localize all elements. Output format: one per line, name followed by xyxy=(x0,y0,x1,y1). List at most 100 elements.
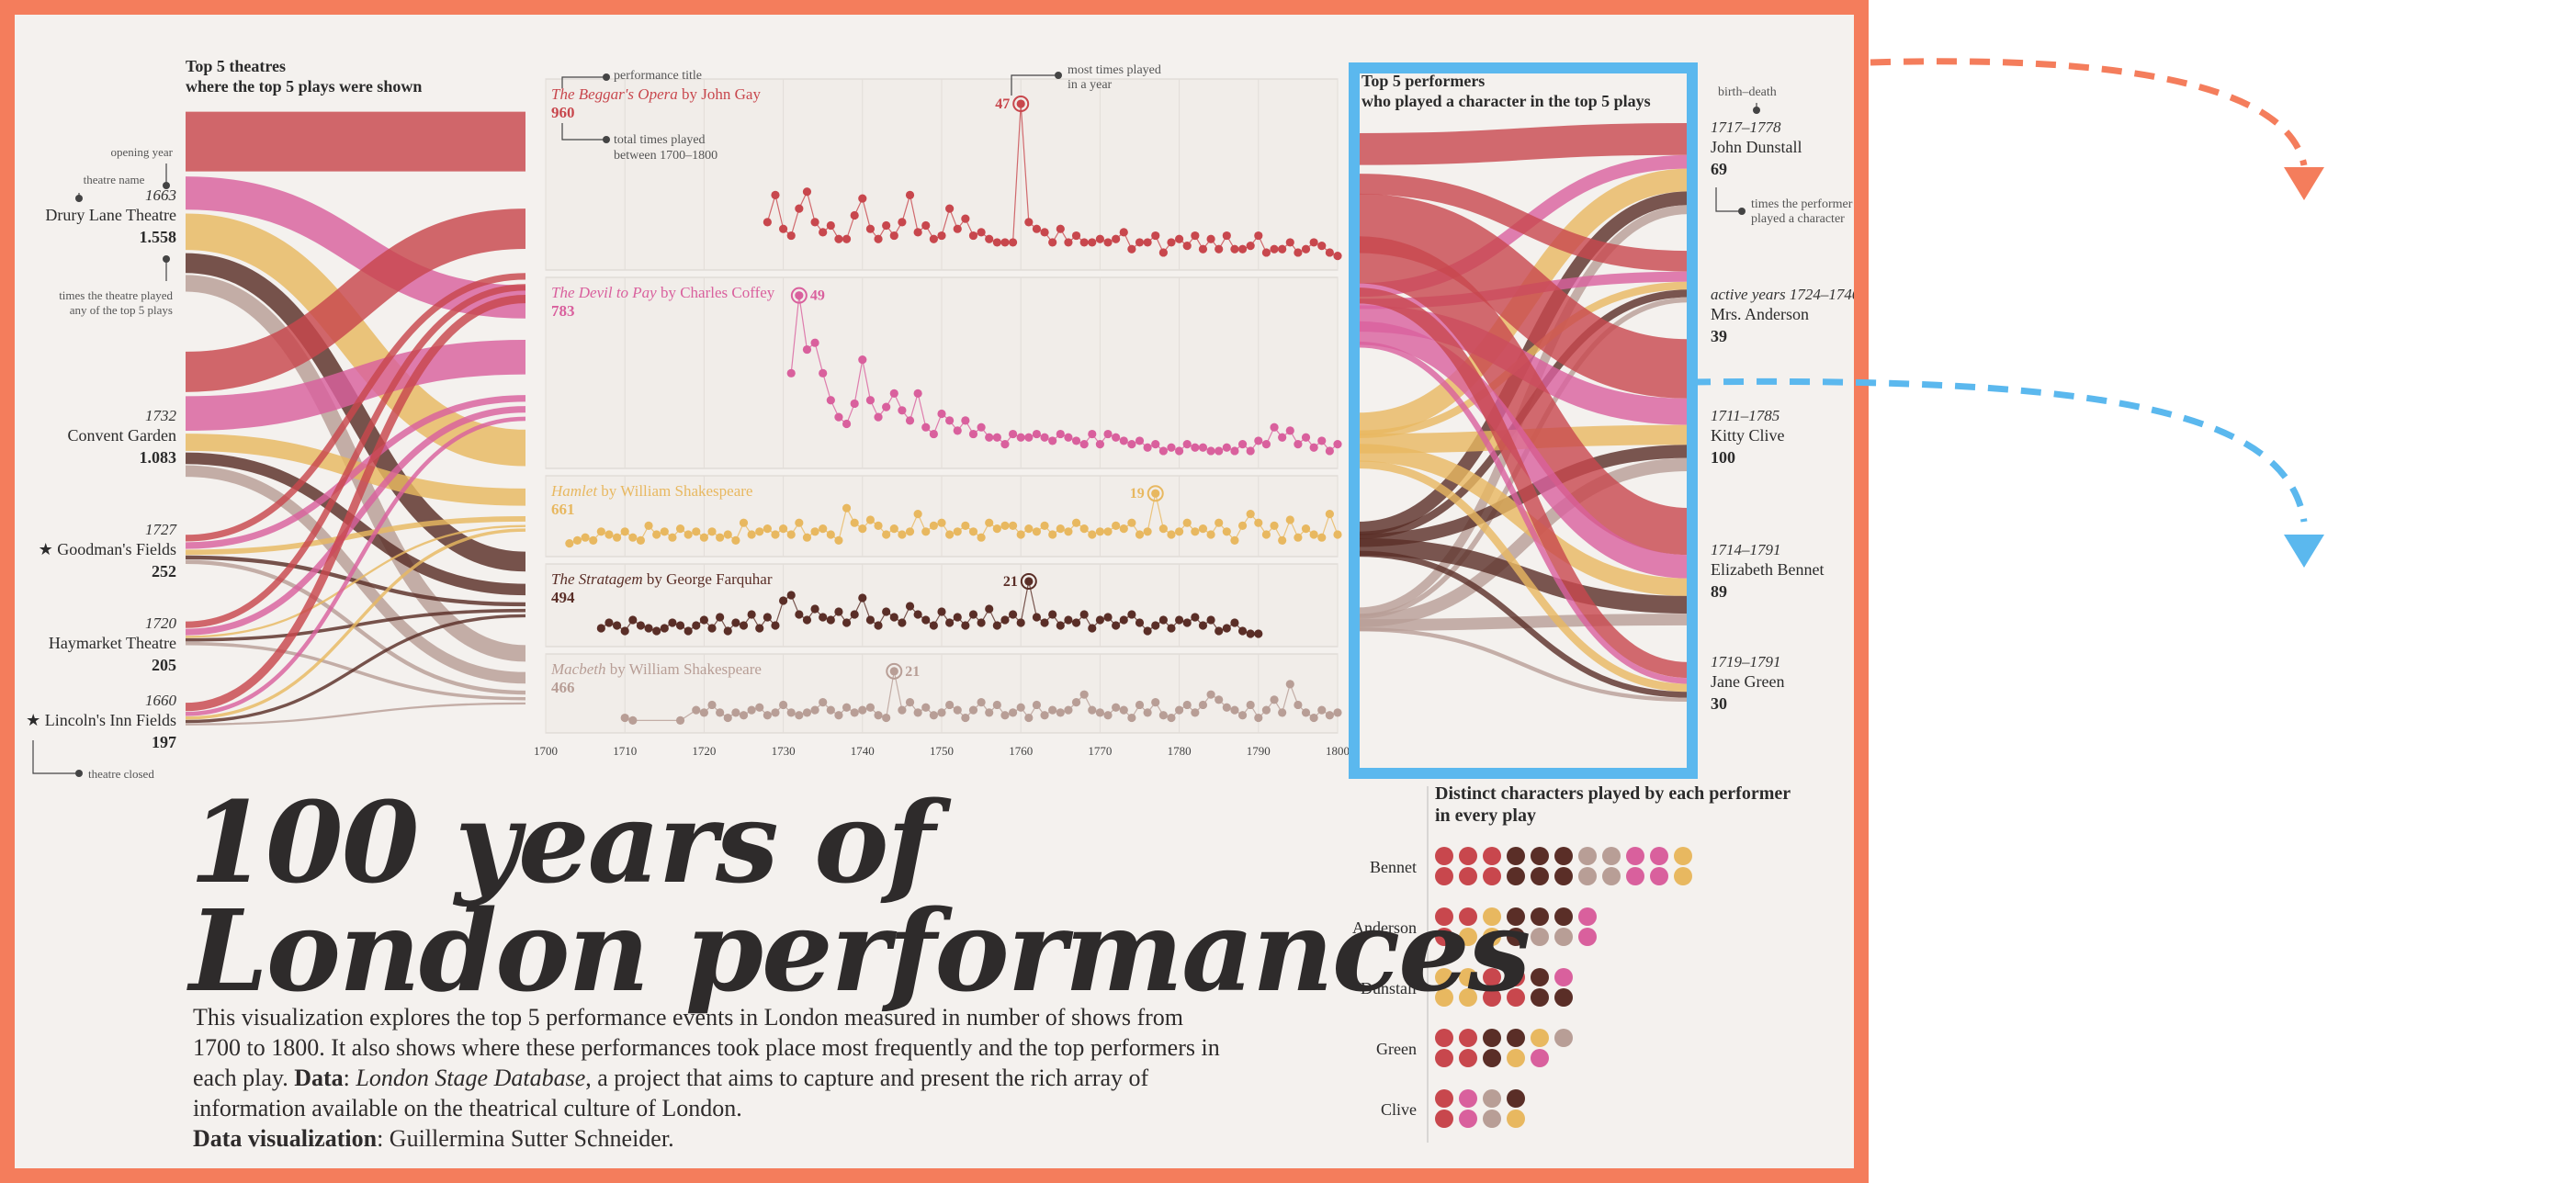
character-dot xyxy=(1483,1029,1501,1047)
timeline-data-point xyxy=(668,533,677,542)
performers-title-line1: Top 5 performers xyxy=(1361,72,1485,90)
legend-dot xyxy=(1753,107,1760,114)
data-source-rest: , a project that aims to capture and pre… xyxy=(193,1065,1149,1121)
timeline-data-point xyxy=(1135,700,1145,710)
character-dot xyxy=(1650,867,1668,885)
timeline-data-point xyxy=(1254,629,1263,638)
timeline-data-point xyxy=(1008,429,1018,439)
legend-dot xyxy=(603,136,610,143)
timeline-data-point xyxy=(1222,527,1231,536)
timeline-data-point xyxy=(889,667,898,676)
timeline-data-point xyxy=(961,621,970,630)
timeline-data-point xyxy=(1088,429,1097,439)
theatre-opening-year: 1732 xyxy=(145,407,177,424)
character-dot xyxy=(1483,988,1501,1007)
timeline-data-point xyxy=(882,530,891,539)
timeline-data-point xyxy=(1309,443,1318,452)
timeline-data-point xyxy=(1182,618,1192,627)
timeline-data-point xyxy=(937,409,946,419)
theatre-opening-year: 1663 xyxy=(145,186,176,204)
timeline-data-point xyxy=(763,218,772,227)
timeline-data-point xyxy=(905,602,915,611)
timeline-data-point xyxy=(1088,238,1097,247)
timeline-data-point xyxy=(1000,711,1010,720)
timeline-data-point xyxy=(1270,695,1279,704)
timeline-data-point xyxy=(882,220,891,231)
timeline-data-point xyxy=(1088,530,1097,539)
page-title-line2: London performances xyxy=(189,884,1531,1017)
timeline-data-point xyxy=(1237,244,1248,254)
timeline-data-point xyxy=(1079,238,1089,247)
timeline-data-point xyxy=(1119,436,1128,445)
timeline-data-point xyxy=(1095,440,1104,449)
character-dot xyxy=(1674,847,1692,865)
timeline-data-point xyxy=(1167,713,1176,723)
timeline-data-point xyxy=(628,615,638,625)
timeline-data-point xyxy=(913,610,922,619)
timeline-data-point xyxy=(612,621,622,630)
timeline-data-point xyxy=(692,527,701,536)
timeline-data-point xyxy=(1032,700,1042,710)
character-dot xyxy=(1554,847,1573,865)
timeline-data-point xyxy=(1056,224,1065,233)
theatre-count: 1.558 xyxy=(140,228,177,246)
timeline-data-point xyxy=(1246,510,1255,519)
timeline-data-point xyxy=(1182,242,1192,251)
timeline-data-point xyxy=(1024,433,1034,442)
timeline-data-point xyxy=(1325,248,1334,257)
timeline-data-point xyxy=(1198,700,1208,710)
timeline-data-point xyxy=(786,368,796,377)
legend-line xyxy=(1011,74,1058,96)
timeline-data-point xyxy=(977,422,986,432)
timeline-data-point xyxy=(1119,228,1128,237)
performers-sankey-flows xyxy=(1356,122,1690,702)
timeline-data-point xyxy=(1254,713,1263,723)
theatre-play-flow xyxy=(185,395,526,549)
timeline-data-point xyxy=(1048,238,1057,247)
timeline-data-point xyxy=(953,426,962,435)
timeline-data-point xyxy=(1230,535,1239,546)
timeline-data-point xyxy=(1175,527,1184,536)
timeline-data-point xyxy=(889,231,898,241)
data-label: Data xyxy=(294,1065,344,1091)
timeline-data-point xyxy=(1237,521,1248,531)
character-dot xyxy=(1435,847,1453,865)
timeline-data-point xyxy=(834,234,843,243)
x-tick-label: 1730 xyxy=(772,744,796,758)
timeline-data-point xyxy=(628,715,638,725)
characters-title-line1: Distinct characters played by each perfo… xyxy=(1435,783,1791,804)
timeline-data-point xyxy=(1088,624,1097,633)
timeline-data-point xyxy=(968,527,978,536)
timeline-data-point xyxy=(1215,626,1224,636)
theatre-play-flow xyxy=(185,340,526,431)
timeline-data-point xyxy=(913,228,922,237)
timeline-data-point xyxy=(771,621,780,630)
timeline-data-point xyxy=(802,344,812,355)
character-dot xyxy=(1507,1110,1525,1128)
timeline-data-point xyxy=(819,368,828,377)
timeline-data-point xyxy=(1056,429,1065,439)
timeline-data-point xyxy=(1285,515,1294,524)
theatre-play-flow xyxy=(185,465,526,684)
timeline-data-point xyxy=(1024,577,1034,586)
legend-line xyxy=(561,76,606,88)
timeline-data-point xyxy=(707,624,717,633)
play-total: 783 xyxy=(551,302,575,320)
timeline-data-point xyxy=(1151,489,1160,498)
legend-played-character: played a character xyxy=(1751,212,1845,226)
timeline-data-point xyxy=(1103,711,1113,720)
performer-years: 1711–1785 xyxy=(1711,407,1779,424)
theatre-count: 1.083 xyxy=(140,448,177,467)
theatre-name: Haymarket Theatre xyxy=(49,634,176,652)
character-dot xyxy=(1459,988,1477,1007)
timeline-data-point xyxy=(968,705,978,715)
timeline-data-point xyxy=(723,530,732,539)
character-dot xyxy=(1650,847,1668,865)
timeline-data-point xyxy=(1127,518,1136,527)
theatre-play-flow xyxy=(185,524,526,638)
timeline-data-point xyxy=(937,518,946,527)
timeline-data-point xyxy=(716,613,725,622)
timeline-data-point xyxy=(1064,238,1073,247)
timeline-data-point xyxy=(1167,238,1176,247)
